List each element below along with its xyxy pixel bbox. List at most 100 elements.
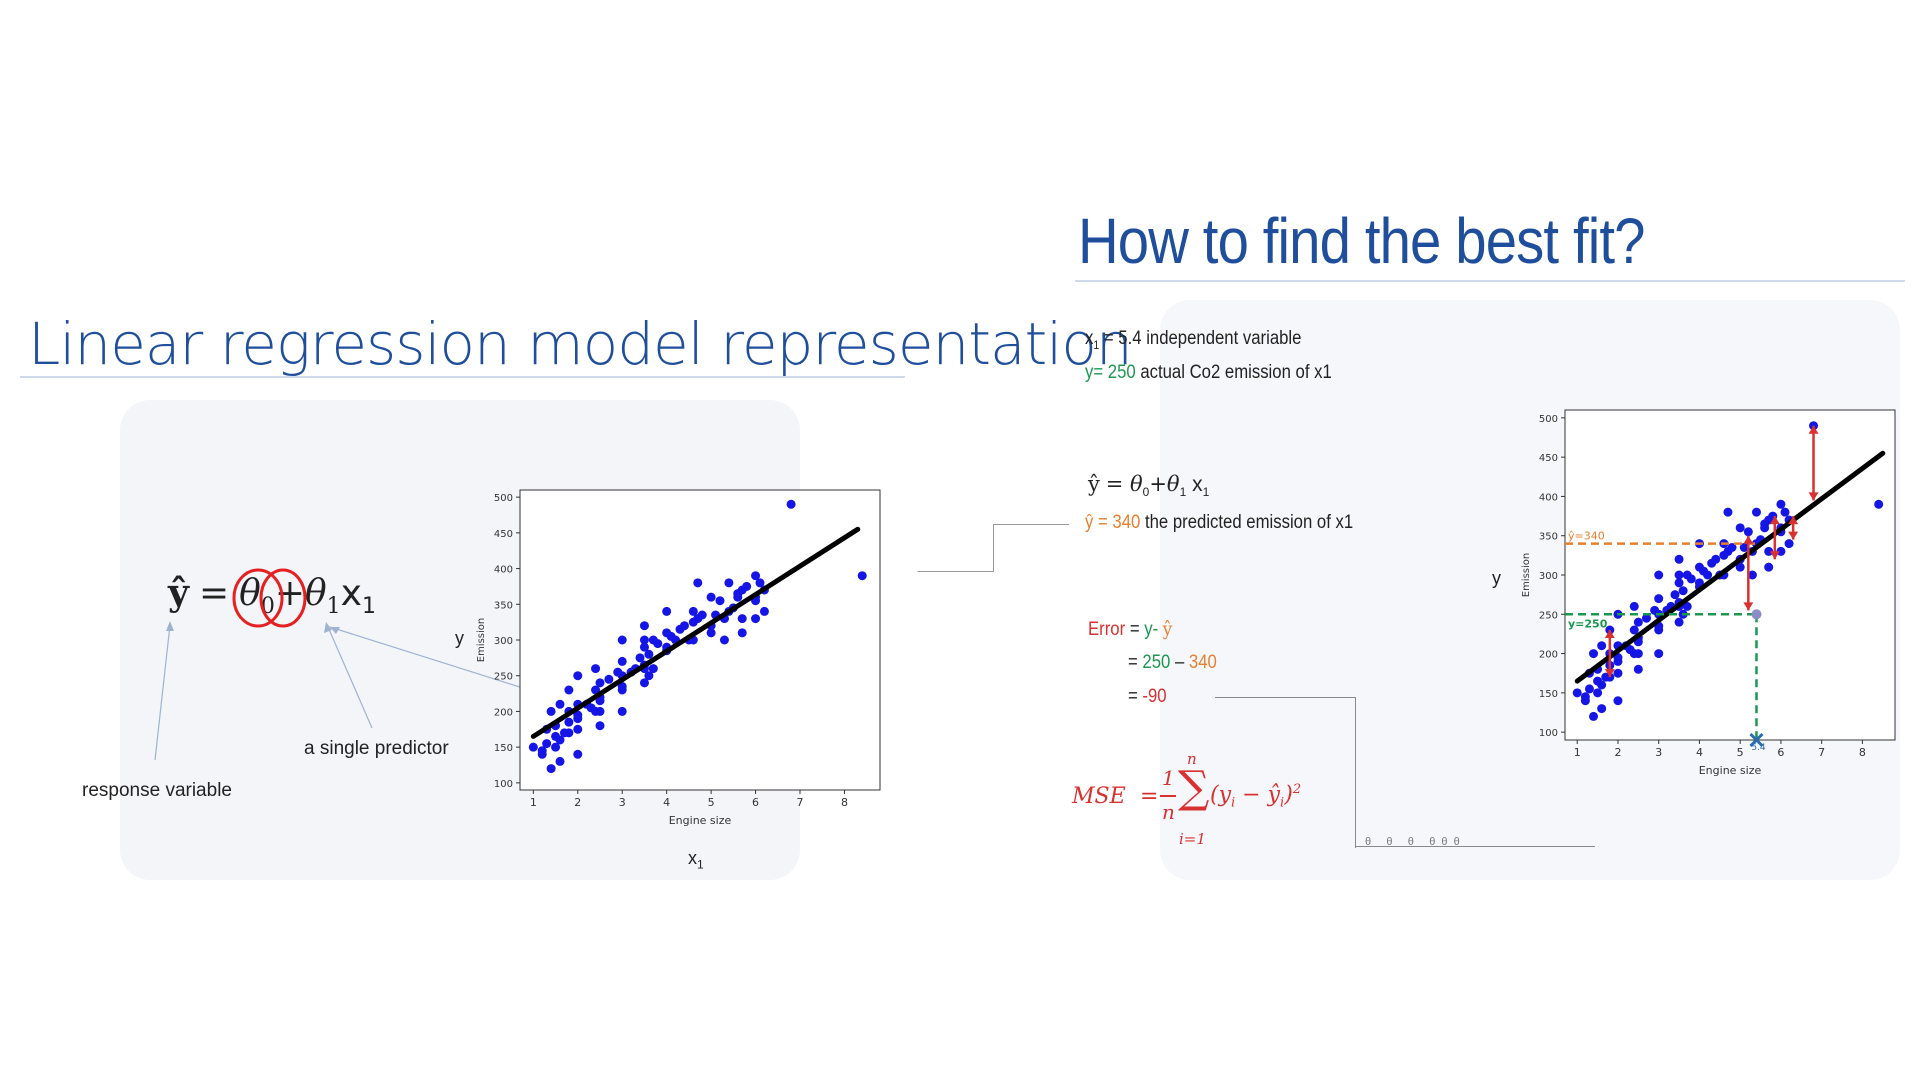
data-point	[1633, 649, 1643, 659]
residual-arrowhead	[1604, 630, 1615, 638]
data-point	[1727, 543, 1737, 552]
y-tick-label: 400	[494, 565, 513, 576]
y-tick-label: 150	[1539, 689, 1558, 700]
data-point	[1633, 617, 1643, 627]
right-title: How to find the best fit?	[1078, 205, 1645, 277]
x-tick-label: 5	[708, 796, 715, 809]
data-point	[1654, 594, 1664, 604]
data-point	[1776, 546, 1786, 556]
x-marker	[1749, 732, 1764, 748]
left-chart-panel: 1 2 3 4 5 6 7 8 100 150 200 250 300 350 400 450 500 Engin…	[470, 480, 890, 870]
data-point	[648, 664, 658, 674]
single-predictor-label: a single predictor	[304, 738, 449, 759]
data-point	[617, 635, 627, 645]
data-point	[1674, 617, 1684, 627]
highlight-x-label: 5.4	[1751, 743, 1766, 753]
data-point	[1597, 641, 1607, 651]
data-point	[688, 617, 698, 627]
data-point	[1580, 692, 1590, 702]
data-point	[706, 628, 716, 638]
left-annotations	[154, 568, 546, 761]
residual-arrowhead	[1743, 535, 1754, 544]
y-tick-label: 200	[1539, 650, 1558, 661]
right-axis-y: y	[1492, 568, 1501, 588]
data-point	[1572, 688, 1582, 698]
trailing-thetas: θ θ θ θ θ θ	[1365, 836, 1460, 848]
y-tick-label: 500	[494, 493, 513, 504]
data-point	[697, 610, 707, 620]
data-point	[737, 628, 747, 638]
data-point	[706, 592, 716, 602]
x-axis-label: Engine size	[669, 814, 732, 827]
data-point	[595, 678, 605, 688]
x-tick-label: 6	[752, 796, 759, 809]
bottom-connector-2	[1355, 846, 1595, 848]
data-point	[1699, 566, 1709, 576]
data-point	[573, 671, 583, 681]
residual-arrowhead	[1788, 531, 1799, 540]
y-tick-label: 350	[1539, 532, 1558, 543]
residual-arrowhead	[1743, 602, 1754, 611]
data-point	[751, 614, 761, 624]
x-tick-label: 1	[530, 796, 537, 809]
residual-arrowhead	[1769, 551, 1780, 560]
data-point	[1674, 578, 1684, 588]
right-title-rule	[1075, 280, 1905, 282]
data-point	[1593, 688, 1603, 698]
data-point	[1629, 625, 1639, 635]
data-point	[742, 581, 752, 591]
mse-formula: MSE = 1 n n ∑ i=1 (yi − ŷi)2	[1072, 750, 1302, 848]
data-point	[733, 589, 743, 599]
data-point	[1641, 613, 1651, 623]
data-point	[639, 642, 649, 652]
data-point	[639, 635, 649, 645]
data-point	[693, 578, 703, 588]
x-tick-label: 4	[663, 796, 670, 809]
slide-connector-vertical	[993, 524, 1069, 571]
x-tick-label: 7	[1818, 746, 1825, 759]
prediction-line: ŷ = 340 the predicted emission of x1	[1085, 512, 1354, 533]
residual-arrowhead	[1808, 425, 1819, 434]
data-point	[688, 606, 698, 616]
theta1: θ1	[304, 573, 341, 620]
data-point	[737, 614, 747, 624]
data-point	[546, 764, 556, 774]
right-chart-panel: 1 2 3 4 5 6 7 8 100 150 200 250 300 350 400 450 500 Engin…	[1515, 400, 1905, 800]
model-line: ŷ = θ0+θ1 x1	[1088, 472, 1210, 500]
x-tick-label: 7	[797, 796, 804, 809]
data-point	[1589, 649, 1599, 659]
data-point	[639, 678, 649, 688]
data-point	[857, 571, 867, 581]
left-axis-y: y	[455, 628, 464, 648]
data-point	[1707, 558, 1717, 568]
response-variable-label: response variable	[82, 780, 232, 801]
data-point	[1776, 499, 1786, 509]
response-arrow	[154, 624, 171, 761]
data-point	[1719, 550, 1729, 560]
data-point	[586, 703, 596, 713]
data-point	[1784, 539, 1794, 549]
data-point	[1633, 664, 1643, 674]
data-point	[1743, 527, 1753, 537]
y-tick-label: 450	[494, 529, 513, 540]
y-definition: y= 250 actual Co2 emission of x1	[1085, 362, 1332, 383]
y-axis-label: Emission	[1521, 553, 1532, 598]
data-point	[617, 681, 627, 691]
data-point	[1613, 668, 1623, 678]
data-point	[542, 739, 552, 749]
data-point	[639, 621, 649, 631]
data-point	[1682, 601, 1692, 611]
data-point	[751, 571, 761, 581]
data-point	[1739, 543, 1749, 552]
x1-variable: x1	[340, 573, 376, 620]
x-tick-label: 2	[574, 796, 581, 809]
data-point	[555, 699, 565, 709]
data-point	[1625, 645, 1635, 655]
data-point	[1678, 586, 1688, 596]
data-point	[564, 717, 574, 727]
data-point	[1597, 704, 1607, 714]
y-tick-label: 300	[494, 636, 513, 647]
data-point	[595, 696, 605, 706]
theta0-circle	[232, 568, 284, 628]
data-point	[1735, 523, 1745, 533]
